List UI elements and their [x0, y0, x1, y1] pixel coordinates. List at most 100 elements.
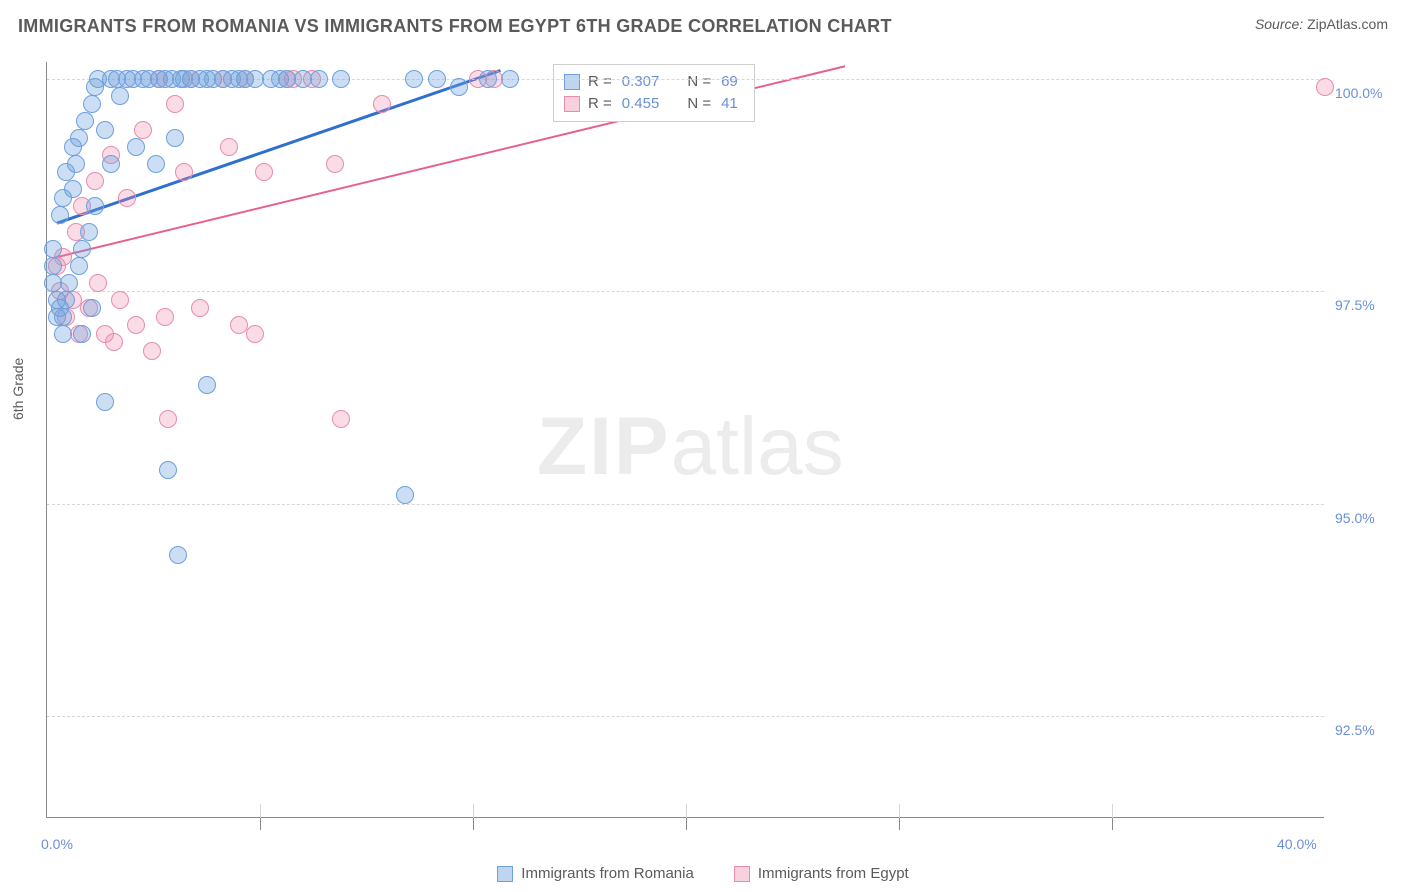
chart-title: IMMIGRANTS FROM ROMANIA VS IMMIGRANTS FR…	[18, 16, 892, 37]
source-prefix: Source:	[1255, 16, 1303, 32]
scatter-point	[332, 410, 350, 428]
scatter-point	[96, 121, 114, 139]
gridline-v	[1112, 818, 1113, 830]
legend-row-egypt: R = 0.455 N = 41	[564, 93, 740, 115]
gridline-v	[686, 818, 687, 830]
scatter-point	[44, 257, 62, 275]
scatter-point	[396, 486, 414, 504]
swatch-egypt	[564, 96, 580, 112]
gridline-v-inner	[260, 804, 261, 818]
scatter-point	[428, 70, 446, 88]
scatter-point	[111, 87, 129, 105]
scatter-point	[54, 325, 72, 343]
chart-header: IMMIGRANTS FROM ROMANIA VS IMMIGRANTS FR…	[18, 16, 1388, 37]
scatter-point	[67, 155, 85, 173]
scatter-point	[156, 308, 174, 326]
watermark-atlas: atlas	[671, 401, 844, 492]
scatter-point	[64, 180, 82, 198]
egypt-n-value: 41	[721, 93, 738, 115]
scatter-point	[220, 138, 238, 156]
bottom-legend-romania: Immigrants from Romania	[497, 865, 694, 882]
scatter-point	[51, 206, 69, 224]
scatter-point	[70, 129, 88, 147]
egypt-r-value: 0.455	[622, 93, 660, 115]
scatter-point	[134, 121, 152, 139]
scatter-point	[198, 376, 216, 394]
gridline-v	[473, 818, 474, 830]
r-label: R =	[588, 93, 612, 115]
correlation-legend-box: R = 0.307 N = 69 R = 0.455 N = 41	[553, 64, 755, 122]
scatter-point	[479, 70, 497, 88]
scatter-point	[166, 129, 184, 147]
y-tick-label: 97.5%	[1335, 297, 1375, 313]
scatter-point	[83, 299, 101, 317]
scatter-point	[373, 95, 391, 113]
scatter-point	[166, 95, 184, 113]
scatter-point	[159, 410, 177, 428]
scatter-point	[86, 197, 104, 215]
scatter-point	[405, 70, 423, 88]
y-tick-label: 100.0%	[1335, 85, 1382, 101]
bottom-legend: Immigrants from Romania Immigrants from …	[0, 865, 1406, 882]
scatter-point	[86, 172, 104, 190]
watermark-zip: ZIP	[537, 401, 671, 492]
scatter-point	[501, 70, 519, 88]
scatter-point	[143, 342, 161, 360]
scatter-point	[57, 291, 75, 309]
gridline-v-inner	[1112, 804, 1113, 818]
scatter-point	[326, 155, 344, 173]
romania-r-value: 0.307	[622, 71, 660, 93]
trend-lines-layer	[47, 62, 1324, 817]
romania-n-value: 69	[721, 71, 738, 93]
scatter-point	[118, 189, 136, 207]
scatter-point	[159, 461, 177, 479]
scatter-point	[127, 316, 145, 334]
scatter-point	[1316, 78, 1334, 96]
y-tick-label: 95.0%	[1335, 510, 1375, 526]
gridline-v-inner	[686, 804, 687, 818]
gridline-h	[47, 291, 1324, 292]
gridline-h	[47, 716, 1324, 717]
bottom-legend-egypt: Immigrants from Egypt	[734, 865, 909, 882]
y-axis-label: 6th Grade	[10, 358, 26, 420]
gridline-v	[260, 818, 261, 830]
n-label: N =	[687, 93, 711, 115]
label-romania: Immigrants from Romania	[521, 865, 694, 882]
scatter-point	[89, 274, 107, 292]
scatter-point	[450, 78, 468, 96]
scatter-point	[255, 163, 273, 181]
scatter-point	[147, 155, 165, 173]
swatch-romania	[564, 74, 580, 90]
gridline-v	[899, 818, 900, 830]
scatter-point	[127, 138, 145, 156]
scatter-point	[246, 325, 264, 343]
scatter-plot-area: ZIPatlas R = 0.307 N = 69 R = 0.455 N = …	[46, 62, 1324, 818]
y-tick-label: 92.5%	[1335, 722, 1375, 738]
swatch-romania	[497, 866, 513, 882]
scatter-point	[60, 274, 78, 292]
x-tick-label: 0.0%	[41, 836, 73, 852]
scatter-point	[76, 112, 94, 130]
watermark: ZIPatlas	[537, 400, 844, 494]
scatter-point	[54, 308, 72, 326]
gridline-v-inner	[899, 804, 900, 818]
source-name: ZipAtlas.com	[1307, 16, 1388, 32]
scatter-point	[83, 95, 101, 113]
scatter-point	[70, 257, 88, 275]
scatter-point	[332, 70, 350, 88]
legend-row-romania: R = 0.307 N = 69	[564, 71, 740, 93]
scatter-point	[73, 240, 91, 258]
scatter-point	[175, 163, 193, 181]
scatter-point	[169, 546, 187, 564]
scatter-point	[102, 155, 120, 173]
x-tick-label: 40.0%	[1277, 836, 1317, 852]
swatch-egypt	[734, 866, 750, 882]
gridline-v-inner	[473, 804, 474, 818]
label-egypt: Immigrants from Egypt	[758, 865, 909, 882]
scatter-point	[44, 240, 62, 258]
chart-source: Source: ZipAtlas.com	[1255, 16, 1388, 32]
scatter-point	[105, 333, 123, 351]
gridline-h	[47, 504, 1324, 505]
scatter-point	[191, 299, 209, 317]
scatter-point	[96, 393, 114, 411]
